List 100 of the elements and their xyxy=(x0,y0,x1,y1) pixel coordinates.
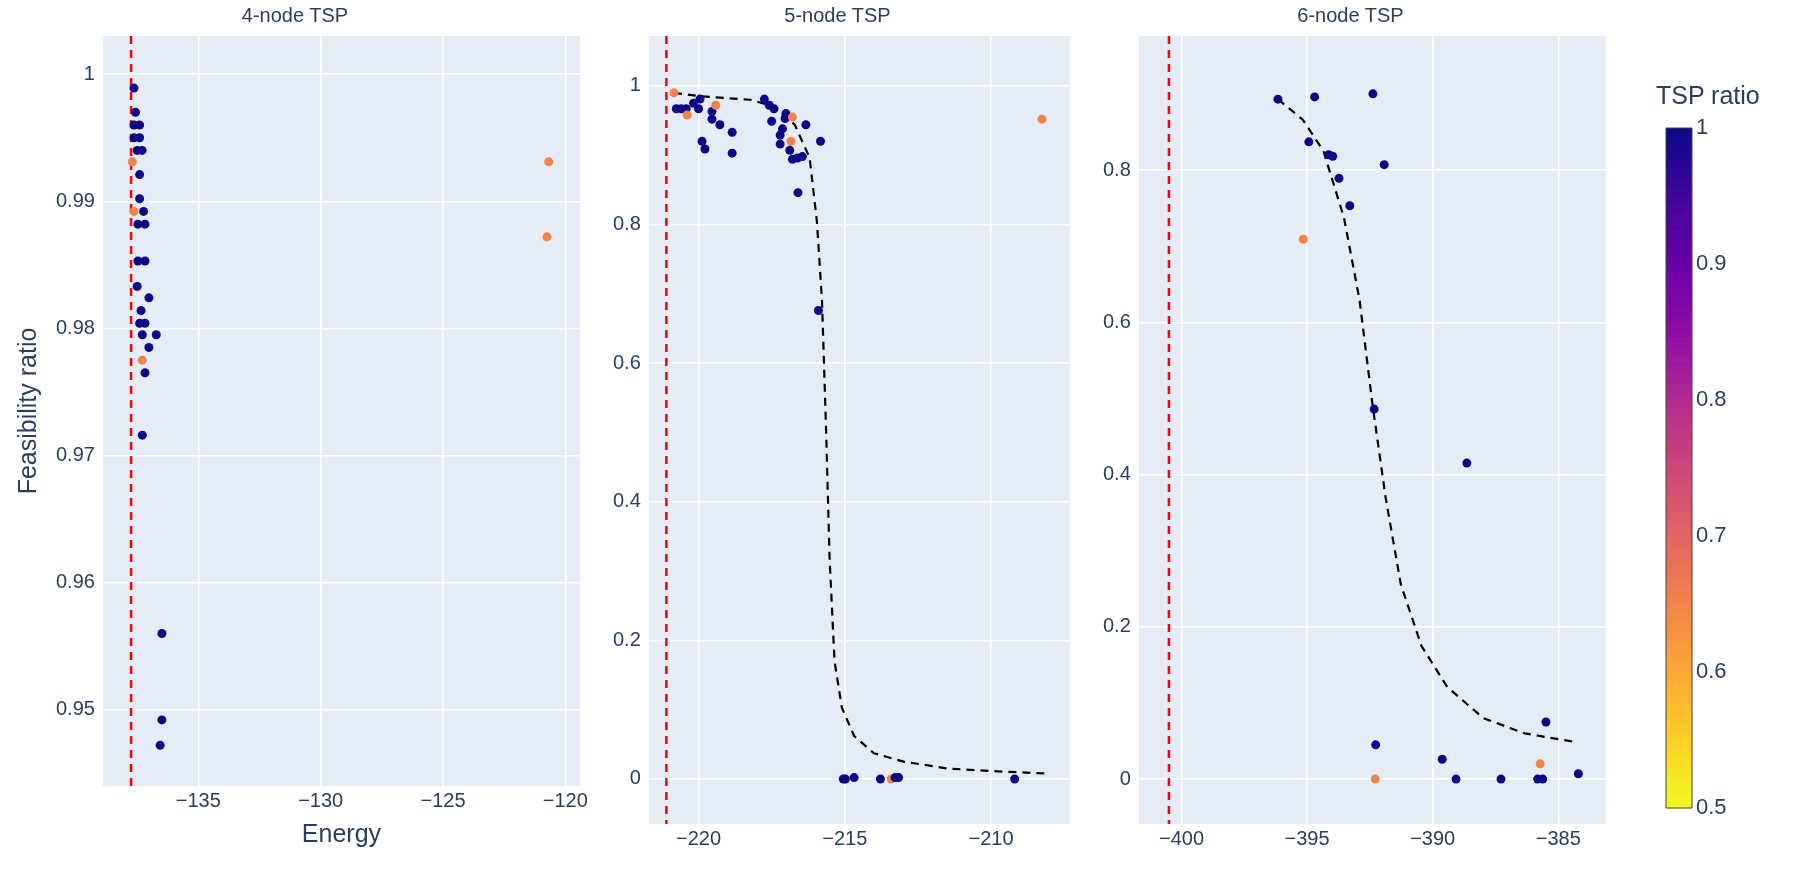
x-tick-label: −210 xyxy=(968,826,1014,849)
point xyxy=(1370,774,1380,784)
point xyxy=(130,107,140,117)
point xyxy=(1371,740,1381,750)
y-tick-label: 1 xyxy=(83,61,95,84)
point xyxy=(849,773,859,783)
point xyxy=(135,133,145,143)
color-bar-label: 1 xyxy=(1696,114,1709,140)
point xyxy=(1310,92,1320,102)
point xyxy=(669,88,679,98)
point xyxy=(157,628,167,638)
point xyxy=(1369,404,1379,414)
point xyxy=(542,232,552,242)
point xyxy=(875,774,885,784)
point xyxy=(797,152,807,162)
point xyxy=(140,219,150,229)
color-bar-label: 0.5 xyxy=(1696,794,1727,820)
y-axis-title: Feasibility ratio xyxy=(12,327,41,495)
point xyxy=(1496,774,1506,784)
point xyxy=(1334,173,1344,183)
x-tick-label: −390 xyxy=(1410,826,1456,849)
point xyxy=(544,157,554,167)
y-tick-label: 0 xyxy=(629,766,641,789)
point xyxy=(129,206,139,216)
y-tick-label: 0.96 xyxy=(55,570,95,593)
point xyxy=(785,145,795,155)
y-tick-label: 0.4 xyxy=(612,489,641,512)
point xyxy=(1541,717,1551,727)
x-tick-label: −135 xyxy=(175,788,221,811)
x-tick-label: −220 xyxy=(676,826,722,849)
point xyxy=(135,120,145,130)
point xyxy=(759,94,769,104)
point xyxy=(127,157,137,167)
point xyxy=(1379,160,1389,170)
point xyxy=(144,293,154,303)
point xyxy=(1273,94,1283,104)
point xyxy=(144,342,154,352)
point xyxy=(139,206,149,216)
y-tick-label: 0.4 xyxy=(1102,462,1131,485)
point xyxy=(801,120,811,130)
y-tick-label: 0.8 xyxy=(1102,157,1131,180)
point xyxy=(1298,234,1308,244)
point xyxy=(1037,114,1047,124)
point xyxy=(695,94,705,104)
point xyxy=(1462,458,1472,468)
point xyxy=(1437,754,1447,764)
point xyxy=(787,112,797,122)
y-tick-label: 0.98 xyxy=(55,315,95,338)
point xyxy=(1573,769,1583,779)
point xyxy=(151,330,161,340)
point xyxy=(136,306,146,316)
point xyxy=(137,355,147,365)
point xyxy=(700,144,710,154)
point xyxy=(157,715,167,725)
point xyxy=(135,194,145,204)
color-bar-title: TSP ratio xyxy=(1656,81,1760,110)
chart-title: 4-node TSP xyxy=(241,3,349,26)
y-tick-label: 0.97 xyxy=(55,443,95,466)
x-tick-label: −125 xyxy=(420,788,466,811)
x-tick-label: −395 xyxy=(1284,826,1330,849)
point xyxy=(727,148,737,158)
chart-title: 6-node TSP xyxy=(1297,3,1404,26)
point xyxy=(1010,774,1020,784)
point xyxy=(140,256,150,266)
point xyxy=(129,83,139,93)
point xyxy=(1345,201,1355,211)
y-tick-label: 0.8 xyxy=(612,212,641,235)
chart-title: 5-node TSP xyxy=(784,3,891,26)
point xyxy=(711,100,721,110)
y-tick-label: 0 xyxy=(1119,766,1131,789)
point xyxy=(137,430,147,440)
point xyxy=(769,104,779,114)
y-tick-label: 0.6 xyxy=(612,350,641,373)
y-tick-label: 0.2 xyxy=(612,627,641,650)
color-bar-label: 0.9 xyxy=(1696,250,1727,276)
x-axis-title: Energy xyxy=(301,818,382,847)
x-tick-label: −385 xyxy=(1535,826,1581,849)
point xyxy=(816,136,825,146)
y-tick-label: 0.99 xyxy=(55,188,95,211)
point xyxy=(135,170,145,180)
point xyxy=(697,136,707,146)
point xyxy=(137,330,147,340)
point xyxy=(777,124,787,134)
point xyxy=(1328,151,1338,161)
color-bar-label: 0.6 xyxy=(1696,658,1727,684)
point xyxy=(707,114,717,124)
point xyxy=(1368,89,1378,99)
y-tick-label: 0.2 xyxy=(1102,614,1131,637)
point xyxy=(767,116,777,126)
point xyxy=(132,281,142,291)
point xyxy=(727,127,737,137)
point xyxy=(786,136,796,146)
y-tick-label: 0.95 xyxy=(55,697,95,720)
point xyxy=(1451,774,1461,784)
x-tick-label: −215 xyxy=(822,826,868,849)
point xyxy=(1535,759,1545,769)
y-tick-label: 0.6 xyxy=(1102,309,1131,332)
x-tick-label: −130 xyxy=(298,788,344,811)
point xyxy=(694,104,704,114)
y-tick-label: 1 xyxy=(629,73,641,96)
